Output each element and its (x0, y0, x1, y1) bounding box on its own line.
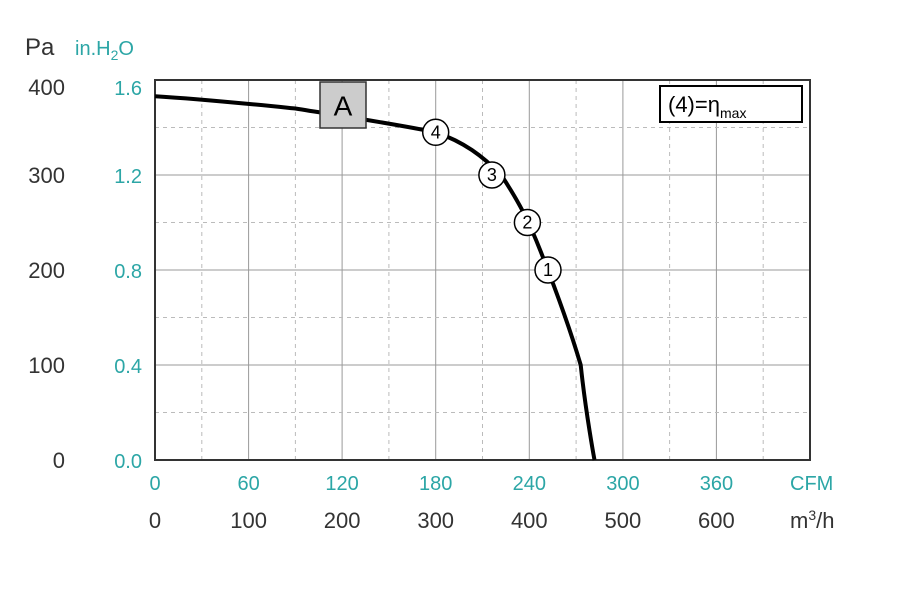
x-ticks-m3h: 0 100 200 300 400 500 600 (149, 508, 735, 533)
svg-text:3: 3 (487, 165, 497, 185)
svg-text:400: 400 (28, 75, 65, 100)
y-ticks-inh2o: 0.0 0.4 0.8 1.2 1.6 (114, 78, 142, 473)
svg-text:4: 4 (431, 122, 441, 142)
svg-text:180: 180 (419, 473, 452, 495)
x-axis-label-cfm: CFM (790, 473, 833, 495)
eta-subscript: max (720, 105, 746, 121)
svg-text:300: 300 (28, 163, 65, 188)
svg-text:100: 100 (28, 353, 65, 378)
svg-text:360: 360 (700, 473, 733, 495)
marker-4: 4 (423, 119, 449, 145)
annotation-a: A (320, 82, 366, 128)
svg-text:200: 200 (28, 258, 65, 283)
y-ticks-pa: 0 100 200 300 400 (28, 75, 65, 473)
x-axis-label-m3h: m3/h (790, 507, 834, 533)
svg-text:0.4: 0.4 (114, 356, 142, 378)
svg-text:200: 200 (324, 508, 361, 533)
x-ticks-cfm: 0 60 120 180 240 300 360 (149, 473, 733, 495)
svg-text:0: 0 (149, 473, 160, 495)
svg-text:2: 2 (522, 213, 532, 233)
svg-text:0.0: 0.0 (114, 451, 142, 473)
fan-curve-chart: 4 3 2 1 A (4)=ηmax Pa in.H2O 0 100 200 3… (0, 0, 904, 602)
svg-text:1.2: 1.2 (114, 166, 142, 188)
svg-text:300: 300 (417, 508, 454, 533)
marker-1: 1 (535, 257, 561, 283)
svg-text:60: 60 (237, 473, 259, 495)
svg-text:1: 1 (543, 260, 553, 280)
svg-text:1.6: 1.6 (114, 78, 142, 100)
svg-text:0: 0 (53, 448, 65, 473)
svg-text:400: 400 (511, 508, 548, 533)
svg-text:0: 0 (149, 508, 161, 533)
svg-text:100: 100 (230, 508, 267, 533)
svg-text:0.8: 0.8 (114, 261, 142, 283)
svg-text:300: 300 (606, 473, 639, 495)
y-axis-label-pa: Pa (25, 34, 55, 61)
y-axis-label-inh2o: in.H2O (75, 38, 134, 63)
marker-3: 3 (479, 162, 505, 188)
svg-text:A: A (334, 91, 353, 122)
eta-prefix: (4)= (668, 92, 708, 117)
marker-2: 2 (514, 210, 540, 236)
annotation-eta-max: (4)=ηmax (660, 86, 802, 122)
svg-text:120: 120 (325, 473, 358, 495)
svg-text:500: 500 (605, 508, 642, 533)
svg-text:600: 600 (698, 508, 735, 533)
svg-text:240: 240 (513, 473, 546, 495)
eta-symbol: η (708, 92, 720, 117)
